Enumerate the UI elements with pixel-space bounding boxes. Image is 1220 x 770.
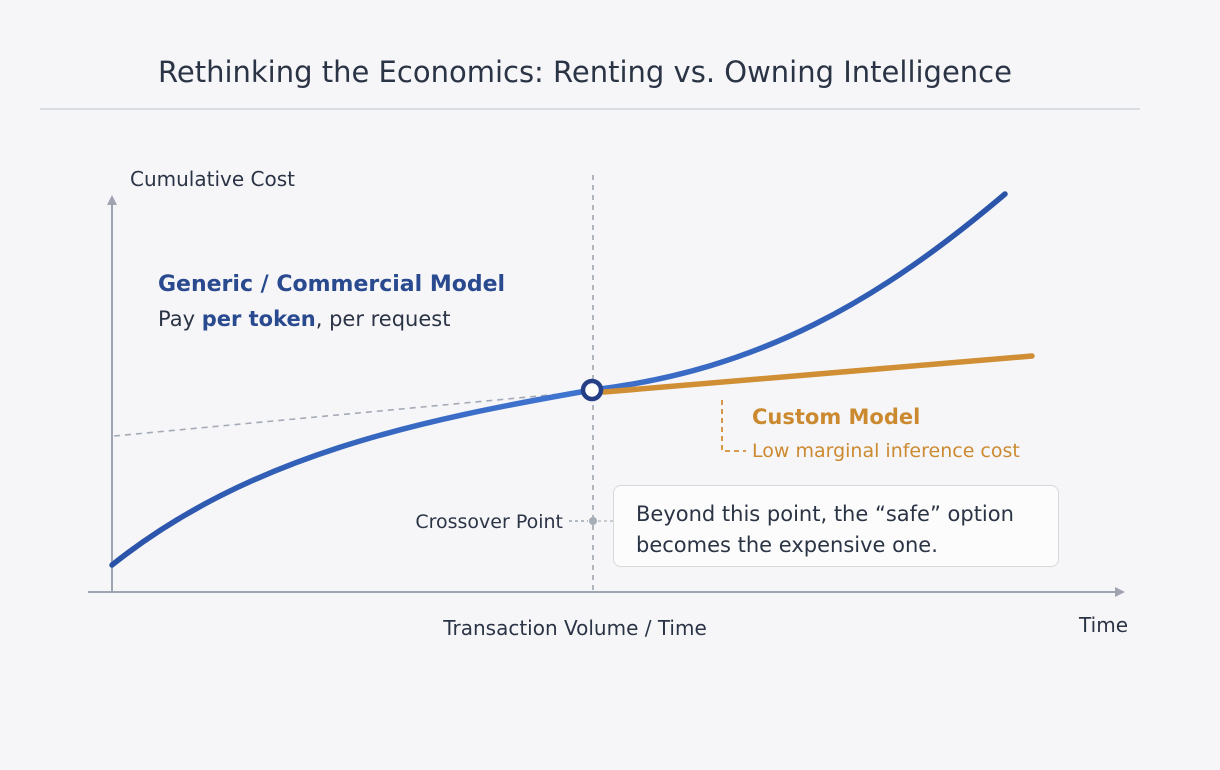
page-title: Rethinking the Economics: Renting vs. Ow… xyxy=(158,55,1012,89)
generic-model-title: Generic / Commercial Model xyxy=(158,272,505,297)
x-axis-end-label: Time xyxy=(1078,613,1128,637)
generic-model-subtitle-bold: per token xyxy=(202,307,316,331)
crossover-label-dot xyxy=(589,517,597,525)
generic-model-subtitle-suffix: , per request xyxy=(316,307,451,331)
y-axis-label: Cumulative Cost xyxy=(130,167,295,191)
custom-model-title: Custom Model xyxy=(752,405,920,429)
generic-model-subtitle-prefix: Pay xyxy=(158,307,202,331)
custom-model-cost-line xyxy=(601,353,1035,395)
custom-model-subtitle: Low marginal inference cost xyxy=(752,440,1020,462)
annotation-line-1: Beyond this point, the “safe” option xyxy=(636,502,1014,526)
generic-model-subtitle: Pay per token, per request xyxy=(158,307,450,331)
annotation-line-2: becomes the expensive one. xyxy=(636,533,938,557)
custom-model-projection-line xyxy=(113,390,593,437)
crossover-point-marker xyxy=(580,378,604,402)
annotation-callout: Beyond this point, the “safe” option bec… xyxy=(613,485,1059,567)
custom-model-leader xyxy=(721,400,746,452)
x-axis-label: Transaction Volume / Time xyxy=(442,616,707,640)
crossover-point-label: Crossover Point xyxy=(415,511,563,533)
